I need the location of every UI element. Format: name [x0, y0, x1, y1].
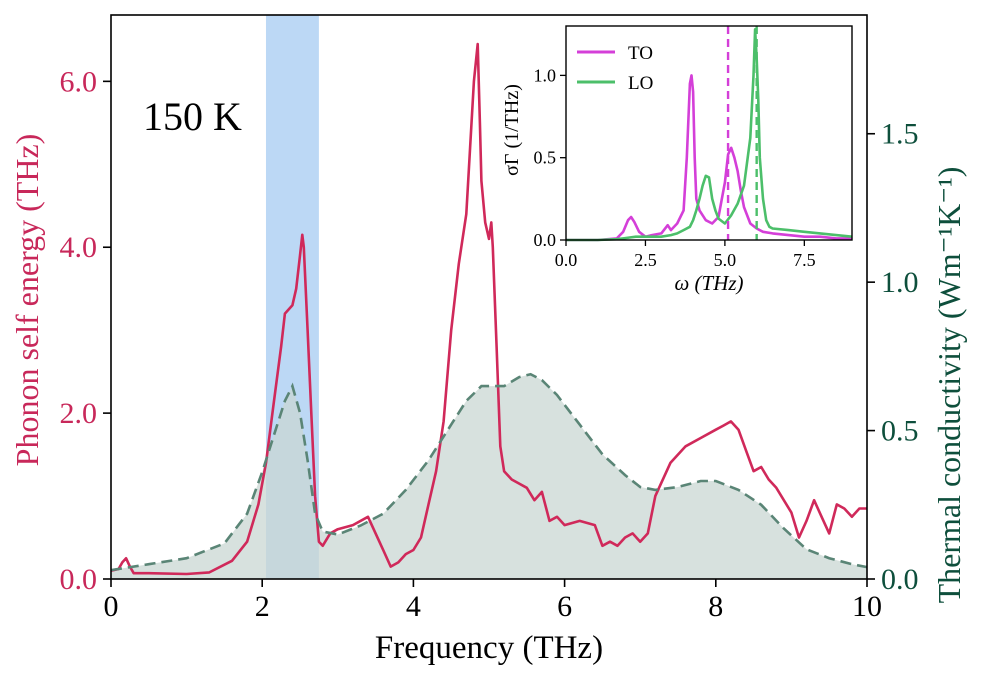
left-tick-label: 2.0 — [60, 397, 98, 430]
right-axis-label: Thermal conductivity (Wm⁻¹K⁻¹) — [931, 167, 967, 604]
x-tick-label: 4 — [406, 590, 421, 623]
inset-x-tick-label: 5.0 — [714, 250, 737, 270]
left-tick-label: 6.0 — [60, 65, 98, 98]
inset-to-line — [566, 74, 852, 242]
x-tick-label: 8 — [708, 590, 723, 623]
inset-x-axis-label: ω (THz) — [674, 271, 743, 295]
left-axis-ticks: 0.0 2.0 4.0 6.0 — [60, 65, 111, 596]
x-tick-label: 2 — [255, 590, 270, 623]
x-axis-label: Frequency (THz) — [375, 630, 603, 666]
inset-frame — [565, 25, 853, 241]
inset-lo-line — [566, 28, 853, 242]
inset-x-tick-label: 2.5 — [634, 250, 657, 270]
right-tick-label: 1.0 — [881, 266, 919, 299]
legend-to-label: TO — [628, 43, 653, 64]
conductivity-line — [110, 372, 868, 572]
left-tick-label: 4.0 — [60, 231, 98, 264]
right-tick-label: 0.0 — [881, 563, 919, 596]
inset-y-axis-label: σΓ (1/THz) — [501, 84, 523, 176]
inset-plot: 0.0 2.5 5.0 7.5 0.0 0.5 1.0 TO LO ω (THz) σΓ … — [501, 25, 853, 295]
inset-y-ticks: 0.0 0.5 1.0 — [534, 65, 566, 250]
legend-lo-label: LO — [628, 73, 653, 94]
self-energy-line — [110, 42, 867, 576]
inset-legend: TO LO — [577, 43, 653, 94]
right-tick-label: 0.5 — [881, 415, 919, 448]
temperature-annotation: 150 K — [143, 94, 242, 139]
left-axis-label: Phonon self energy (THz) — [9, 134, 45, 467]
inset-x-tick-label: 7.5 — [793, 250, 816, 270]
inset-x-ticks: 0.0 2.5 5.0 7.5 — [555, 240, 816, 270]
main-plot: 0 2 4 6 8 10 0.02.04.06.0 0.00.51.01.5 150 K … — [9, 14, 967, 666]
conductivity-fill — [111, 374, 867, 579]
inset-y-tick-label: 0.0 — [534, 230, 557, 250]
inset-y-tick-label: 1.0 — [534, 65, 557, 85]
x-tick-label: 6 — [557, 590, 572, 623]
x-axis-ticks: 0 2 4 6 8 10 — [104, 579, 882, 623]
inset-x-tick-label: 0.0 — [555, 250, 578, 270]
right-tick-label: 1.5 — [881, 118, 919, 151]
left-tick-label: 0.0 — [60, 563, 98, 596]
inset-y-tick-label: 0.5 — [534, 148, 557, 168]
main-plot-frame — [110, 14, 868, 580]
x-tick-label: 0 — [104, 590, 119, 623]
inset-background — [566, 26, 852, 240]
right-axis-ticks: 0.0 0.5 1.0 1.5 — [867, 118, 919, 596]
x-tick-label: 10 — [852, 590, 882, 623]
